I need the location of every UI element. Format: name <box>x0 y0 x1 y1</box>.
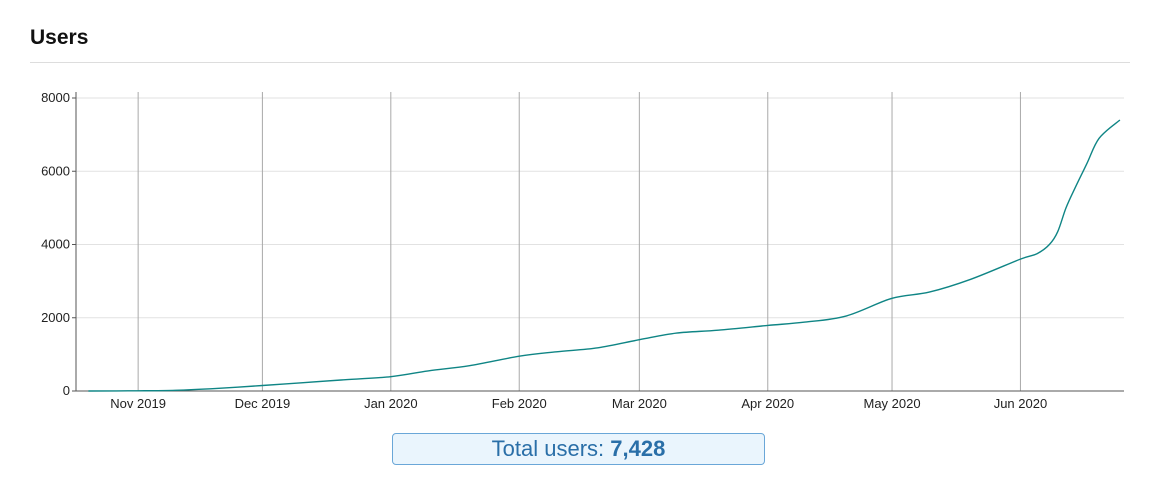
x-tick-label: Jun 2020 <box>994 396 1048 411</box>
users-line-chart: 0 2000 4000 6000 8000 Nov 2019 Dec 2019 Jan 202… <box>41 90 1124 411</box>
series-line-users <box>88 119 1121 392</box>
x-tick-label: Apr 2020 <box>741 396 794 411</box>
y-tick-label: 4000 <box>41 237 70 252</box>
x-tick-label: Dec 2019 <box>235 396 291 411</box>
page-title: Users <box>30 26 89 49</box>
y-tick-label: 8000 <box>41 90 70 105</box>
x-tick-label: May 2020 <box>863 396 920 411</box>
x-tick-label: Mar 2020 <box>612 396 667 411</box>
y-tick-label: 6000 <box>41 163 70 178</box>
y-tick-label: 0 <box>63 383 70 398</box>
axes <box>72 92 1124 392</box>
grid-lines <box>76 92 1124 391</box>
x-tick-label: Feb 2020 <box>492 396 547 411</box>
x-tick-label: Nov 2019 <box>110 396 166 411</box>
total-users-value: 7,428 <box>610 436 666 461</box>
title-divider <box>30 62 1130 63</box>
total-users-label: Total users: <box>491 436 605 461</box>
x-tick-label: Jan 2020 <box>364 396 418 411</box>
tick-labels: 0 2000 4000 6000 8000 Nov 2019 Dec 2019 Jan 202… <box>41 90 1047 411</box>
y-tick-label: 2000 <box>41 310 70 325</box>
total-users-badge: Total users: 7,428 <box>392 433 765 465</box>
